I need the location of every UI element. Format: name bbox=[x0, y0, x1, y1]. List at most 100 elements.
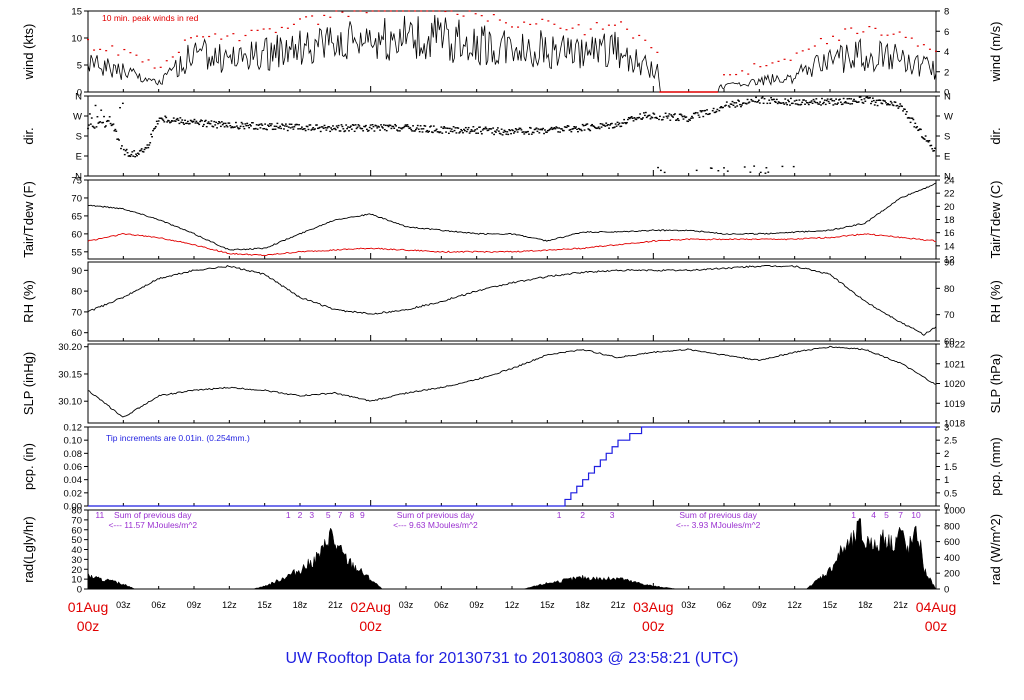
dir-point bbox=[452, 126, 455, 128]
dir-point bbox=[906, 117, 909, 119]
dir-point bbox=[202, 123, 205, 126]
rh-right-tick-label: 80 bbox=[944, 284, 955, 295]
dir-point bbox=[715, 110, 718, 113]
dir-point bbox=[802, 99, 805, 101]
dir-point bbox=[137, 153, 140, 155]
dir-point bbox=[735, 102, 738, 104]
dir-point bbox=[606, 124, 609, 127]
dir-point bbox=[897, 107, 900, 109]
dir-point bbox=[617, 123, 620, 126]
dir-point bbox=[406, 124, 409, 126]
wind-peak-point bbox=[517, 26, 520, 28]
dir-point bbox=[752, 100, 755, 102]
dir-point bbox=[328, 126, 331, 128]
dir-point bbox=[581, 123, 584, 126]
wind-peak-point bbox=[262, 28, 265, 30]
rad-left-tick-label: 50 bbox=[71, 535, 82, 546]
wind-peak-point bbox=[359, 10, 362, 12]
dir-point bbox=[159, 117, 162, 119]
dir-point bbox=[930, 144, 933, 147]
dir-point bbox=[512, 129, 514, 132]
dir-point bbox=[656, 117, 659, 120]
dir-point bbox=[482, 127, 485, 130]
wind-peak-point bbox=[632, 37, 635, 39]
dir-point bbox=[237, 128, 240, 130]
dir-point bbox=[553, 127, 556, 129]
dir-point bbox=[629, 116, 632, 119]
wind-peak-point bbox=[420, 10, 423, 12]
dir-point bbox=[821, 97, 823, 100]
dir-point bbox=[806, 102, 809, 104]
dir-point bbox=[723, 167, 725, 169]
dir-point bbox=[381, 126, 383, 128]
dir-point bbox=[271, 128, 274, 131]
dir-point bbox=[105, 125, 107, 127]
dir-point bbox=[612, 126, 615, 129]
slp-left-tick-label: 30.15 bbox=[58, 369, 82, 380]
wind-peak-point bbox=[105, 50, 108, 52]
dir-point bbox=[815, 98, 818, 100]
dir-point bbox=[496, 127, 499, 129]
dir-point bbox=[887, 103, 889, 105]
pcp-annotation: Tip increments are 0.01in. (0.254mm.) bbox=[106, 433, 250, 443]
dir-point bbox=[849, 103, 852, 105]
dir-point bbox=[756, 101, 758, 103]
dir-point bbox=[95, 126, 98, 128]
wind-peak-point bbox=[329, 16, 332, 18]
dir-point bbox=[517, 128, 520, 131]
dir-point bbox=[497, 130, 500, 132]
dir-point bbox=[858, 96, 861, 98]
dir-point bbox=[431, 131, 434, 134]
wind-peak-point bbox=[395, 10, 398, 12]
dir-point bbox=[243, 127, 246, 130]
dir-point bbox=[338, 130, 341, 132]
dir-point bbox=[128, 155, 131, 157]
dir-point bbox=[121, 145, 123, 147]
dir-point bbox=[674, 113, 676, 115]
dir-point bbox=[123, 153, 126, 156]
dir-point bbox=[163, 121, 166, 123]
wind-right-axis-title: wind (m/s) bbox=[988, 22, 1003, 83]
dir-point bbox=[348, 130, 350, 132]
dir-point bbox=[317, 127, 319, 130]
dir-point bbox=[575, 126, 577, 128]
dir-point bbox=[921, 137, 924, 139]
dir-point bbox=[513, 130, 516, 133]
dir-point bbox=[264, 123, 267, 125]
dir-point bbox=[610, 122, 613, 125]
dir-point bbox=[717, 170, 720, 172]
dir-point bbox=[891, 104, 894, 106]
dir-point bbox=[822, 102, 824, 105]
dir-point bbox=[806, 101, 808, 104]
dir-point bbox=[609, 124, 611, 126]
dir-point bbox=[183, 123, 186, 125]
dir-point bbox=[185, 122, 187, 125]
dir-point bbox=[200, 119, 202, 121]
dir-right-axis-title: dir. bbox=[988, 127, 1003, 144]
dir-point bbox=[349, 125, 352, 127]
dir-point bbox=[883, 100, 886, 102]
wind-peak-point bbox=[438, 10, 441, 12]
dir-point bbox=[577, 127, 580, 130]
dir-point bbox=[423, 124, 426, 127]
wind-peak-point bbox=[341, 11, 344, 13]
slp-left-axis-title: SLP (inHg) bbox=[21, 352, 36, 415]
dir-point bbox=[767, 171, 770, 173]
wind-peak-point bbox=[650, 47, 653, 49]
wind-peak-point bbox=[747, 73, 750, 75]
dir-point bbox=[560, 128, 562, 130]
wind-peak-point bbox=[498, 19, 501, 21]
dir-point bbox=[288, 123, 291, 125]
dir-point bbox=[578, 128, 581, 131]
pcp-left-tick-label: 0.02 bbox=[64, 488, 83, 499]
dir-point bbox=[90, 117, 93, 119]
wind-peak-point bbox=[656, 51, 659, 53]
wind-peak-point bbox=[377, 10, 380, 12]
dir-point bbox=[175, 118, 178, 121]
dir-point bbox=[100, 109, 103, 111]
rad-right-tick-label: 400 bbox=[944, 553, 960, 564]
dir-point bbox=[250, 125, 252, 127]
pcp-left-tick-label: 0.10 bbox=[64, 436, 83, 447]
dir-point bbox=[873, 104, 876, 106]
dir-point bbox=[234, 126, 236, 128]
